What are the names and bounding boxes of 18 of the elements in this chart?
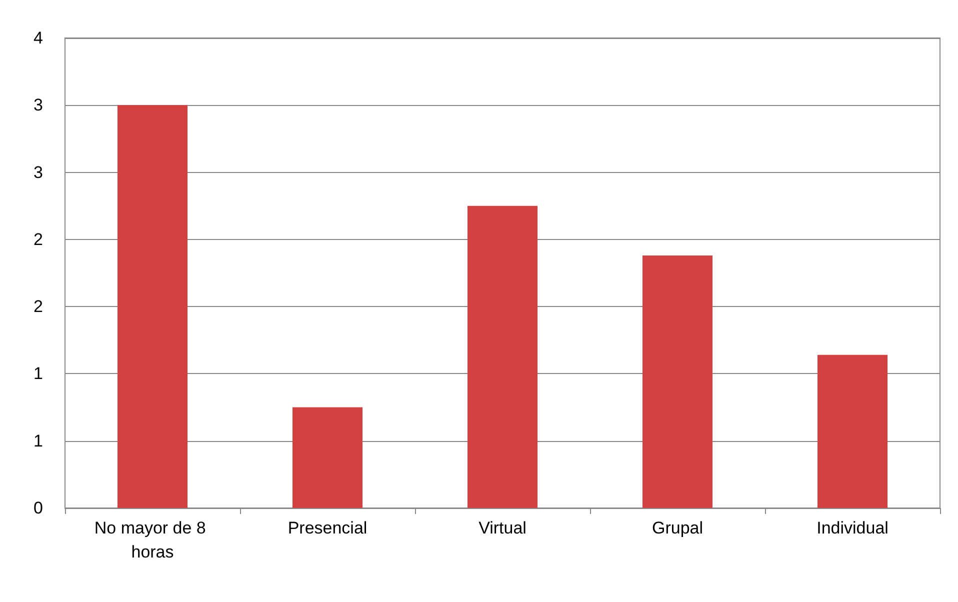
x-tick-label: Virtual	[478, 518, 526, 538]
y-tick-label: 3	[34, 96, 43, 115]
y-tick-label: 1	[34, 431, 43, 450]
bar	[118, 105, 188, 508]
x-tick-label: Grupal	[652, 518, 704, 538]
y-tick-label: 1	[34, 364, 43, 384]
bar	[818, 354, 888, 508]
bar	[292, 407, 362, 508]
y-tick-label: 3	[34, 162, 43, 182]
y-tick-label: 2	[34, 297, 43, 316]
y-tick-label: 4	[34, 28, 43, 48]
x-tick-label: Individual	[816, 518, 888, 538]
x-tick-label: Presencial	[288, 518, 368, 538]
bar	[468, 206, 538, 508]
y-tick-label: 0	[34, 498, 43, 518]
y-tick-label: 2	[34, 230, 43, 249]
bar	[642, 256, 712, 508]
x-tick-label: No mayor de 8 horas	[94, 518, 211, 562]
